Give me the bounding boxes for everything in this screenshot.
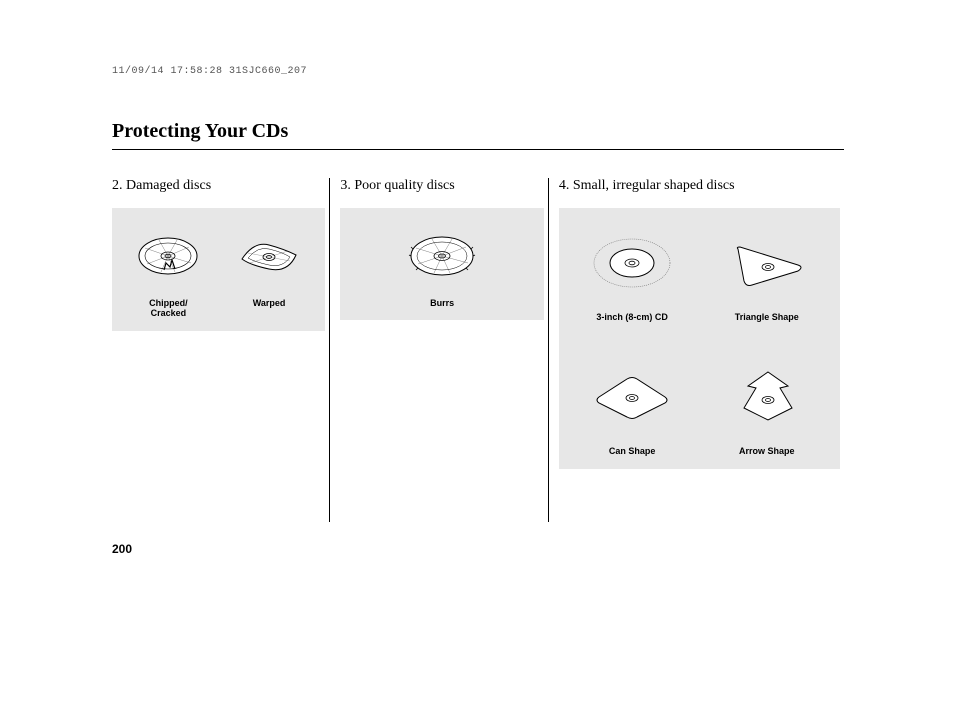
disc-triangle-icon bbox=[726, 235, 808, 291]
cell-can-shape: Can Shape bbox=[565, 352, 700, 456]
caption: Arrow Shape bbox=[739, 446, 795, 456]
caption: Triangle Shape bbox=[735, 312, 799, 322]
disc-burrs-icon bbox=[408, 233, 476, 279]
page-title: Protecting Your CDs bbox=[112, 120, 844, 150]
cell-triangle-shape: Triangle Shape bbox=[699, 218, 834, 322]
caption: Burrs bbox=[430, 298, 454, 308]
cell-chipped-cracked: Chipped/Cracked bbox=[118, 218, 219, 319]
cell-warped: Warped bbox=[219, 218, 320, 308]
cell-burrs: Burrs bbox=[346, 218, 537, 308]
disc-warped-icon bbox=[238, 235, 300, 277]
disc-can-shape-icon bbox=[587, 367, 677, 427]
caption: Chipped/Cracked bbox=[149, 298, 188, 319]
column-poor-quality: 3. Poor quality discs bbox=[330, 178, 547, 522]
columns-container: 2. Damaged discs bbox=[112, 178, 844, 522]
page-content: Protecting Your CDs 2. Damaged discs bbox=[112, 120, 844, 522]
disc-arrow-shape-icon bbox=[726, 366, 808, 428]
column-title: 3. Poor quality discs bbox=[340, 178, 543, 194]
page-number: 200 bbox=[112, 542, 132, 556]
cell-3inch-cd: 3-inch (8-cm) CD bbox=[565, 218, 700, 322]
panel-poor-quality: Burrs bbox=[340, 208, 543, 320]
column-title: 4. Small, irregular shaped discs bbox=[559, 178, 840, 194]
caption: 3-inch (8-cm) CD bbox=[596, 312, 668, 322]
panel-irregular: 3-inch (8-cm) CD Triangle Shape bbox=[559, 208, 840, 469]
caption: Warped bbox=[253, 298, 286, 308]
caption: Can Shape bbox=[609, 446, 656, 456]
column-damaged-discs: 2. Damaged discs bbox=[112, 178, 329, 522]
panel-damaged: Chipped/Cracked Warped bbox=[112, 208, 325, 331]
header-timestamp: 11/09/14 17:58:28 31SJC660_207 bbox=[112, 66, 307, 77]
column-title: 2. Damaged discs bbox=[112, 178, 325, 194]
disc-small-cd-icon bbox=[591, 235, 673, 291]
column-irregular-shaped: 4. Small, irregular shaped discs 3-in bbox=[549, 178, 844, 522]
cell-arrow-shape: Arrow Shape bbox=[699, 352, 834, 456]
disc-chipped-icon bbox=[137, 235, 199, 277]
